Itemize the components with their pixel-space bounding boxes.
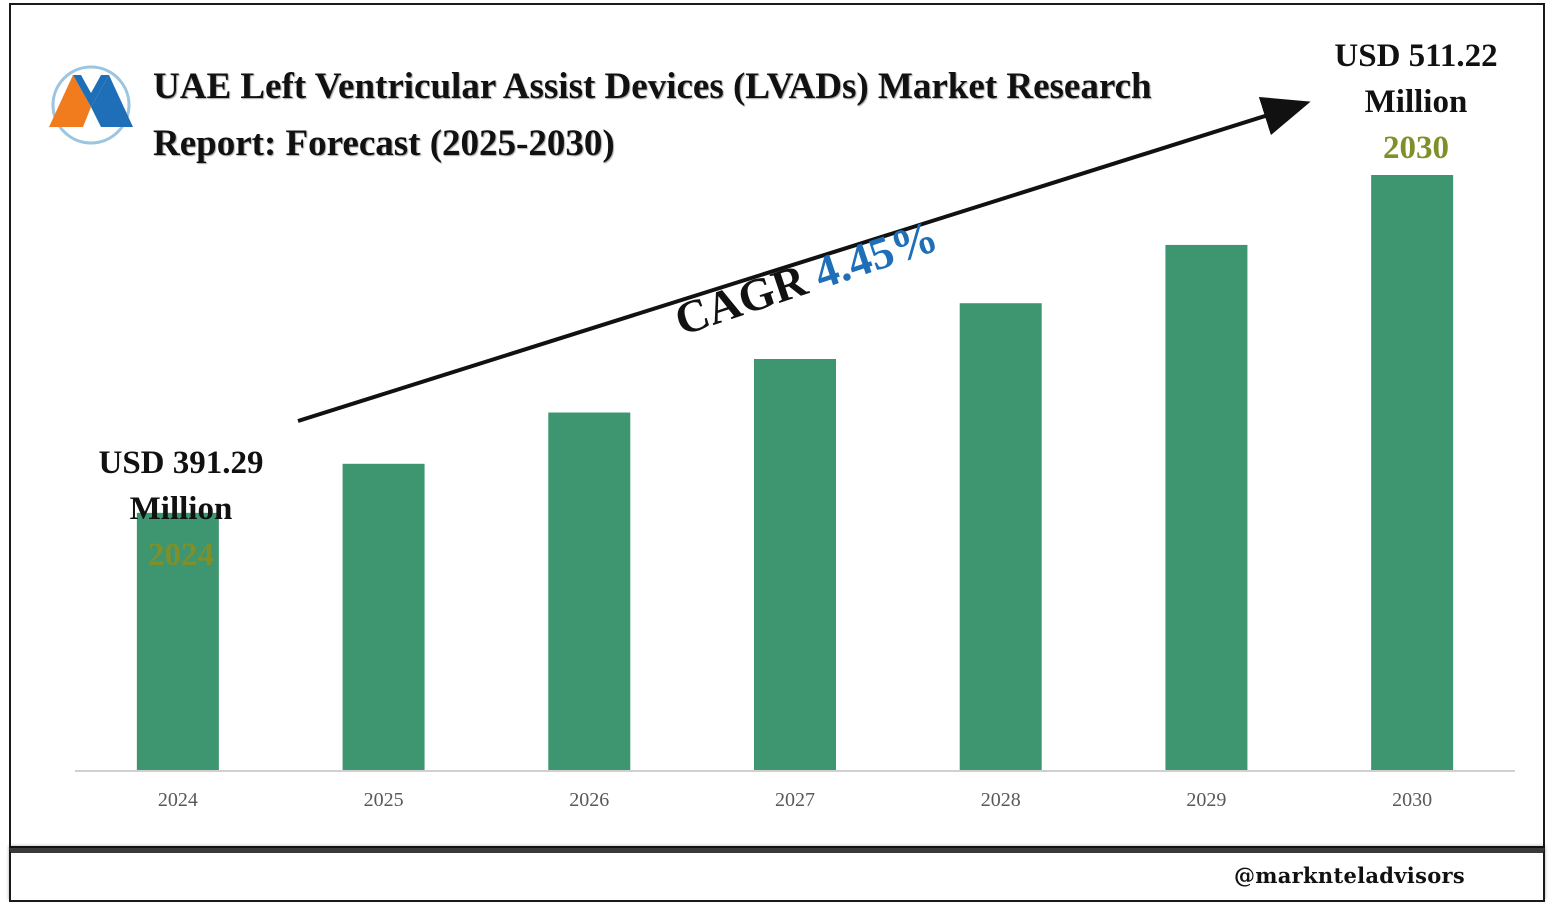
start-unit: Million — [129, 491, 233, 527]
bar-2027 — [754, 359, 836, 770]
bar-2029 — [1165, 244, 1248, 771]
x-tick-2028: 2028 — [981, 789, 1021, 811]
bars-group — [136, 175, 1454, 771]
end-value: USD 511.22 — [1334, 38, 1498, 74]
start-value: USD 391.29 — [98, 445, 264, 481]
end-value-callout: USD 511.22 Million 2030 — [1310, 33, 1522, 171]
x-tick-2030: 2030 — [1392, 789, 1432, 811]
x-tick-2027: 2027 — [775, 789, 815, 811]
end-year: 2030 — [1383, 130, 1449, 166]
end-unit: Million — [1364, 84, 1468, 120]
bar-2030 — [1371, 175, 1454, 770]
x-tick-2025: 2025 — [364, 789, 404, 811]
start-value-callout: USD 391.29 Million 2024 — [72, 440, 290, 578]
bar-2026 — [548, 412, 631, 770]
footer-bar — [9, 848, 1545, 902]
watermark-handle: @marknteladvisors — [1233, 863, 1465, 888]
x-tick-2026: 2026 — [569, 789, 609, 811]
start-year: 2024 — [148, 537, 214, 573]
page-title: UAE Left Ventricular Assist Devices (LVA… — [153, 66, 1152, 164]
x-tick-2029: 2029 — [1186, 789, 1226, 811]
cagr-trend-arrow — [297, 96, 1311, 423]
x-tick-2024: 2024 — [158, 789, 198, 811]
bar-2025 — [342, 463, 425, 770]
markntel-logo-icon — [49, 65, 133, 145]
bar-2024 — [136, 512, 219, 770]
bar-2028 — [959, 303, 1042, 770]
x-tick-labels: 2024 2025 2026 2027 2028 2029 2030 — [158, 789, 1432, 811]
bar-chart: 2024 2025 2026 2027 2028 2029 2030 — [75, 96, 1515, 811]
